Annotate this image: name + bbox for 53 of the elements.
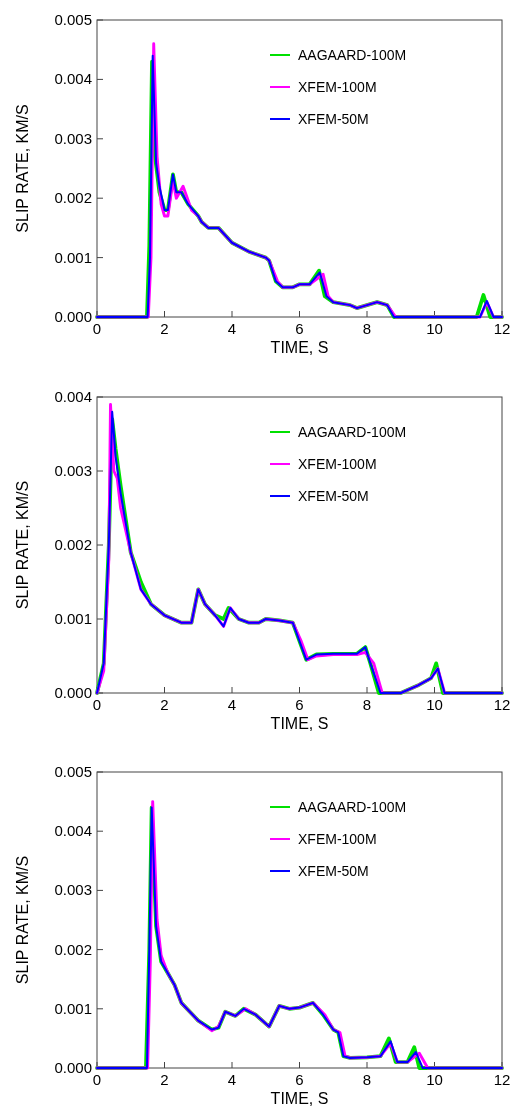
legend-label: AAGAARD-100M: [298, 47, 407, 63]
x-tick-label: 6: [295, 696, 304, 713]
x-axis-title: TIME, S: [270, 1090, 329, 1107]
x-tick-label: 10: [426, 696, 443, 713]
x-tick-label: 4: [227, 1071, 237, 1088]
y-tick-label: 0.002: [54, 536, 92, 553]
y-tick-label: 0.002: [54, 940, 92, 958]
y-axis-title: SLIP RATE, KM/S: [14, 104, 31, 233]
x-tick-label: 10: [426, 320, 443, 337]
x-tick-label: 6: [295, 1071, 304, 1088]
legend-label: XFEM-100M: [298, 79, 377, 95]
x-tick-label: 10: [426, 1071, 443, 1088]
y-tick-label: 0.003: [54, 881, 92, 899]
y-tick-label: 0.001: [54, 999, 92, 1017]
y-tick-label: 0.001: [54, 610, 92, 627]
x-axis-title: TIME, S: [270, 339, 329, 356]
x-tick-label: 2: [160, 1071, 169, 1088]
x-tick-label: 8: [362, 320, 372, 337]
y-tick-label: 0.000: [54, 1059, 92, 1076]
legend-label: XFEM-50M: [298, 111, 369, 127]
x-tick-label: 8: [362, 1071, 372, 1088]
legend-label: XFEM-50M: [298, 488, 369, 504]
x-tick-label: 2: [160, 320, 169, 337]
y-tick-label: 0.002: [54, 189, 92, 207]
x-tick-label: 12: [493, 320, 511, 337]
x-tick-label: 12: [493, 696, 511, 713]
y-tick-label: 0.004: [54, 70, 92, 88]
y-tick-label: 0.001: [54, 248, 92, 266]
x-tick-label: 6: [295, 320, 304, 337]
y-tick-label: 0.003: [54, 462, 92, 479]
x-axis-title: TIME, S: [270, 715, 329, 732]
x-tick-label: 4: [227, 320, 237, 337]
y-tick-label: 0.000: [54, 684, 92, 701]
legend-label: XFEM-50M: [298, 863, 369, 879]
y-tick-label: 0.005: [54, 763, 92, 780]
legend-label: AAGAARD-100M: [298, 799, 407, 815]
legend-label: AAGAARD-100M: [298, 424, 407, 440]
y-tick-label: 0.000: [54, 308, 92, 325]
legend-label: XFEM-100M: [298, 831, 377, 847]
x-tick-label: 0: [92, 320, 102, 337]
y-tick-label: 0.004: [54, 388, 92, 405]
legend-label: XFEM-100M: [298, 456, 377, 472]
y-axis-title: SLIP RATE, KM/S: [14, 855, 31, 985]
y-tick-label: 0.004: [54, 822, 92, 840]
y-tick-label: 0.003: [54, 129, 92, 147]
x-tick-label: 4: [227, 696, 237, 713]
y-axis-title: SLIP RATE, KM/S: [14, 480, 31, 610]
y-tick-label: 0.005: [54, 11, 92, 28]
x-tick-label: 2: [160, 696, 169, 713]
x-tick-label: 8: [362, 696, 372, 713]
x-tick-label: 0: [92, 1071, 102, 1088]
x-tick-label: 12: [493, 1071, 511, 1088]
x-tick-label: 0: [92, 696, 102, 713]
